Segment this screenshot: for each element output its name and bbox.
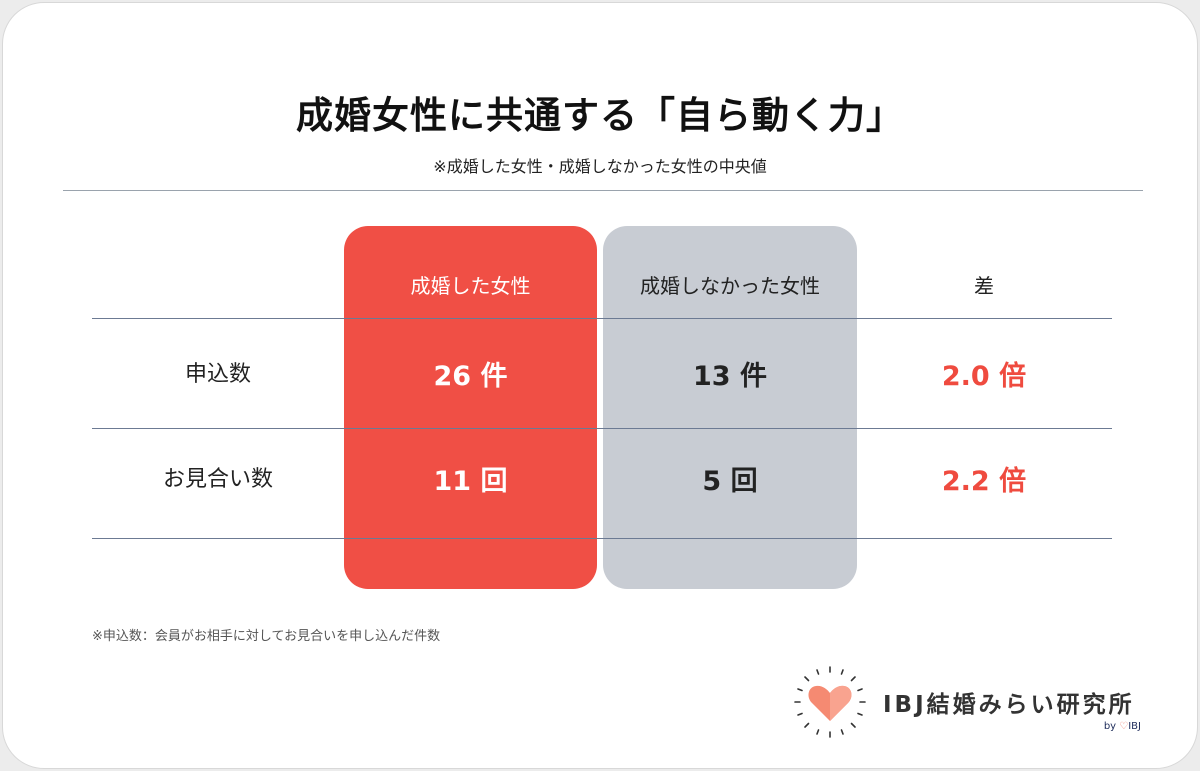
- cell-meetings-unmarried: 5 回: [702, 466, 758, 497]
- cell-applications-difference: 2.0 倍: [941, 361, 1027, 392]
- heart-sunburst-icon: [794, 666, 866, 738]
- column-header-difference: 差: [974, 274, 994, 298]
- column-header-married: 成婚した女性: [410, 274, 531, 298]
- row-label-applications: 申込数: [184, 362, 251, 387]
- cell-applications-married: 26 件: [433, 361, 508, 392]
- table-header-divider: [92, 318, 1112, 319]
- row-label-meetings: お見合い数: [162, 467, 273, 492]
- cell-meetings-married: 11 回: [433, 466, 508, 497]
- unmarried-column-background: [603, 226, 857, 589]
- table-row-divider: [92, 428, 1112, 429]
- logo-by-brand: IBJ: [1128, 721, 1141, 732]
- cell-applications-unmarried: 13 件: [693, 361, 767, 392]
- ibj-logo: IBJ結婚みらい研究所 by ♡IBJ: [793, 665, 1153, 741]
- cell-meetings-difference: 2.2 倍: [941, 466, 1027, 497]
- logo-by-prefix: by: [1103, 721, 1117, 732]
- column-header-unmarried: 成婚しなかった女性: [640, 274, 820, 298]
- page-title: 成婚女性に共通する「自ら動く力」: [296, 94, 904, 137]
- heart-icon: ♡: [1119, 721, 1129, 732]
- logo-byline: by ♡IBJ: [1104, 721, 1141, 732]
- page-subtitle: ※成婚した女性・成婚しなかった女性の中央値: [433, 157, 767, 176]
- footnote: ※申込数：会員がお相手に対してお見合いを申し込んだ件数: [92, 629, 441, 644]
- married-column-background: [344, 226, 597, 589]
- table-bottom-divider: [92, 538, 1112, 539]
- logo-wordmark: IBJ結婚みらい研究所: [883, 692, 1135, 718]
- title-divider: [63, 190, 1143, 191]
